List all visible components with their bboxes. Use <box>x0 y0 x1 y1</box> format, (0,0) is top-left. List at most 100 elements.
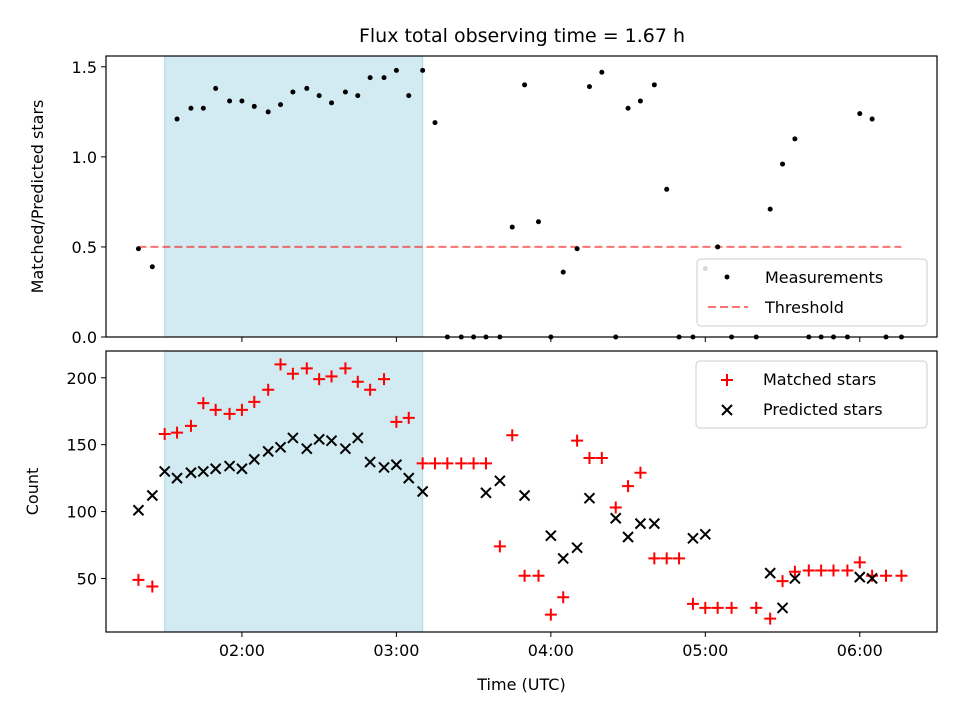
legend-matched-marker <box>721 374 733 386</box>
predicted-star-point <box>325 434 338 447</box>
top-ytick-label: 0.0 <box>72 328 97 347</box>
matched-star-point <box>378 373 391 386</box>
measurement-point <box>393 67 399 73</box>
matched-star-point <box>506 429 519 442</box>
matched-star-point <box>571 434 584 447</box>
measurement-point <box>406 93 412 99</box>
matched-star-point <box>595 452 608 465</box>
predicted-star-point <box>209 463 222 475</box>
bottom-xtick-label: 03:00 <box>373 641 419 660</box>
predicted-star-point <box>301 442 313 455</box>
measurement-point <box>278 102 284 108</box>
predicted-star-point <box>274 441 287 454</box>
predicted-star-point <box>634 517 647 530</box>
predicted-star-point <box>390 459 403 471</box>
top-ytick-label: 1.0 <box>72 148 97 167</box>
predicted-star-point <box>287 432 299 444</box>
legend-matched-label: Matched stars <box>763 370 876 389</box>
measurement-point <box>857 111 863 117</box>
measurement-point <box>355 93 361 99</box>
matched-star-point <box>223 407 236 420</box>
top-highlight-span <box>164 55 424 338</box>
bottom-xtick-label: 02:00 <box>219 641 265 660</box>
matched-star-point <box>518 569 531 582</box>
measurement-point <box>432 120 438 126</box>
measurement-point <box>342 89 348 95</box>
matched-star-point <box>274 358 287 371</box>
bottom-ytick-label: 50 <box>77 569 97 588</box>
predicted-star-point <box>648 517 661 530</box>
measurement-point <box>304 85 310 91</box>
measurement-point <box>637 98 643 104</box>
predicted-star-point <box>480 487 492 499</box>
top-legend: Measurements Threshold <box>696 258 928 327</box>
matched-star-point <box>248 395 261 408</box>
predicted-star-point <box>789 572 801 585</box>
matched-star-point <box>802 564 815 577</box>
predicted-star-point <box>236 463 248 475</box>
legend-measurements-marker <box>724 274 730 280</box>
measurement-point <box>586 84 592 90</box>
measurement-point <box>227 98 233 104</box>
matched-star-point <box>171 426 184 439</box>
measurement-point <box>420 67 426 73</box>
predicted-star-point <box>262 445 274 458</box>
measurement-point <box>767 206 773 212</box>
measurement-point <box>574 246 580 252</box>
predicted-star-point <box>339 442 352 455</box>
predicted-star-point <box>171 472 183 484</box>
matched-star-point <box>209 403 222 416</box>
measurement-point <box>780 161 786 167</box>
predicted-star-point <box>571 541 583 554</box>
measurement-point <box>381 75 387 81</box>
matched-star-point <box>557 591 570 604</box>
matched-star-point <box>262 383 275 396</box>
measurement-point <box>188 105 194 111</box>
top-ytick-label: 1.5 <box>72 58 97 77</box>
top-axes-frame <box>105 55 938 338</box>
matched-star-point <box>827 564 840 577</box>
measurement-point <box>509 224 515 230</box>
bottom-xtick-label: 05:00 <box>682 641 728 660</box>
predicted-star-point <box>776 602 789 614</box>
legend-predicted-label: Predicted stars <box>763 400 883 419</box>
bottom-legend-box <box>695 360 928 429</box>
measurement-point <box>522 82 528 88</box>
predicted-star-point <box>364 456 376 468</box>
chart-title: Flux total observing time = 1.67 h <box>359 25 685 47</box>
measurement-point <box>329 100 335 106</box>
top-legend-box <box>696 258 928 327</box>
measurement-point <box>535 219 541 225</box>
predicted-star-point <box>185 467 197 479</box>
bottom-panel: 50 100 150 200 02:00 03:00 04:00 05:00 06:00 Co… <box>23 350 938 694</box>
matched-star-point <box>313 373 326 386</box>
measurement-point <box>174 116 180 122</box>
matched-star-point <box>711 601 724 614</box>
matched-star-point <box>146 580 159 593</box>
x-axis-label: Time (UTC) <box>476 675 565 694</box>
matched-star-point <box>184 419 197 432</box>
matched-star-point <box>609 501 622 514</box>
matched-star-point <box>402 411 415 424</box>
measurement-point <box>135 246 141 252</box>
bottom-axes-frame <box>105 350 938 633</box>
matched-star-point <box>300 362 313 375</box>
predicted-star-point <box>866 572 878 585</box>
matched-star-point <box>776 575 789 588</box>
bottom-xtick-label: 06:00 <box>837 641 883 660</box>
bottom-ytick-label: 150 <box>66 436 97 455</box>
matched-star-point <box>686 597 699 610</box>
predicted-star-point <box>622 531 634 543</box>
predicted-star-point <box>313 433 325 446</box>
predicted-star-point <box>416 485 429 498</box>
predicted-star-point <box>494 475 506 487</box>
measurement-point <box>251 103 257 109</box>
bottom-ytick-label: 200 <box>66 369 97 388</box>
measurement-point <box>149 264 155 270</box>
top-x-ticks <box>241 337 861 342</box>
matched-star-point <box>788 565 801 578</box>
predicted-star-point <box>146 489 159 502</box>
top-y-axis-label: Matched/Predicted stars <box>28 100 47 294</box>
